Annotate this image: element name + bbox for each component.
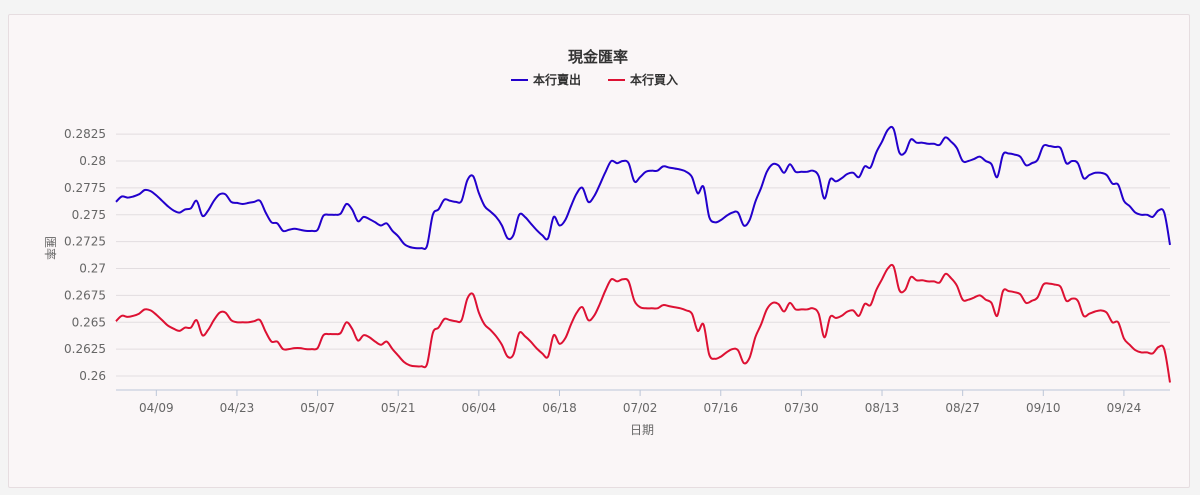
- y-tick-label: 0.2775: [64, 181, 106, 195]
- x-tick-label: 06/18: [542, 401, 577, 415]
- legend: 本行賣出 本行買入: [511, 72, 678, 87]
- y-tick-label: 0.2725: [64, 235, 106, 249]
- y-tick-label: 0.2625: [64, 342, 106, 356]
- x-tick-label: 06/04: [462, 401, 497, 415]
- x-tick-label: 05/21: [381, 401, 416, 415]
- y-tick-label: 0.26: [79, 369, 106, 383]
- x-tick-label: 09/24: [1107, 401, 1142, 415]
- x-tick-label: 08/13: [865, 401, 900, 415]
- x-tick-label: 07/16: [703, 401, 738, 415]
- y-tick-label: 0.27: [79, 262, 106, 276]
- y-tick-label: 0.275: [72, 208, 106, 222]
- chart-title: 現金匯率: [568, 48, 628, 66]
- x-tick-label: 05/07: [300, 401, 335, 415]
- x-tick-label: 04/23: [220, 401, 255, 415]
- legend-label-buy: 本行買入: [630, 72, 678, 87]
- series-line-buy[interactable]: [115, 263, 1171, 383]
- legend-item-sell[interactable]: 本行賣出: [511, 72, 581, 87]
- x-tick-label: 07/30: [784, 401, 819, 415]
- x-axis: 04/09 04/23 05/07 05/21 06/04 06/18 07/02 07/16…: [116, 389, 1170, 415]
- legend-item-buy[interactable]: 本行買入: [608, 72, 678, 87]
- y-axis-label: 匯率: [43, 236, 58, 260]
- y-tick-label: 0.2825: [64, 127, 106, 141]
- y-tick-label: 0.265: [72, 315, 106, 329]
- x-tick-label: 08/27: [945, 401, 980, 415]
- x-tick-label: 07/02: [623, 401, 658, 415]
- y-axis: 0.26 0.2625 0.265 0.2675 0.27 0.2725 0.275 0.27…: [64, 127, 106, 383]
- x-axis-label: 日期: [630, 423, 654, 437]
- y-tick-label: 0.28: [79, 154, 106, 168]
- series-line-sell[interactable]: [115, 125, 1171, 250]
- chart-card: [8, 14, 1190, 488]
- grid-lines: [116, 133, 1170, 377]
- series-lines: [115, 125, 1171, 383]
- x-tick-label: 04/09: [139, 401, 174, 415]
- x-tick-label: 09/10: [1026, 401, 1061, 415]
- legend-label-sell: 本行賣出: [533, 72, 581, 87]
- y-tick-label: 0.2675: [64, 288, 106, 302]
